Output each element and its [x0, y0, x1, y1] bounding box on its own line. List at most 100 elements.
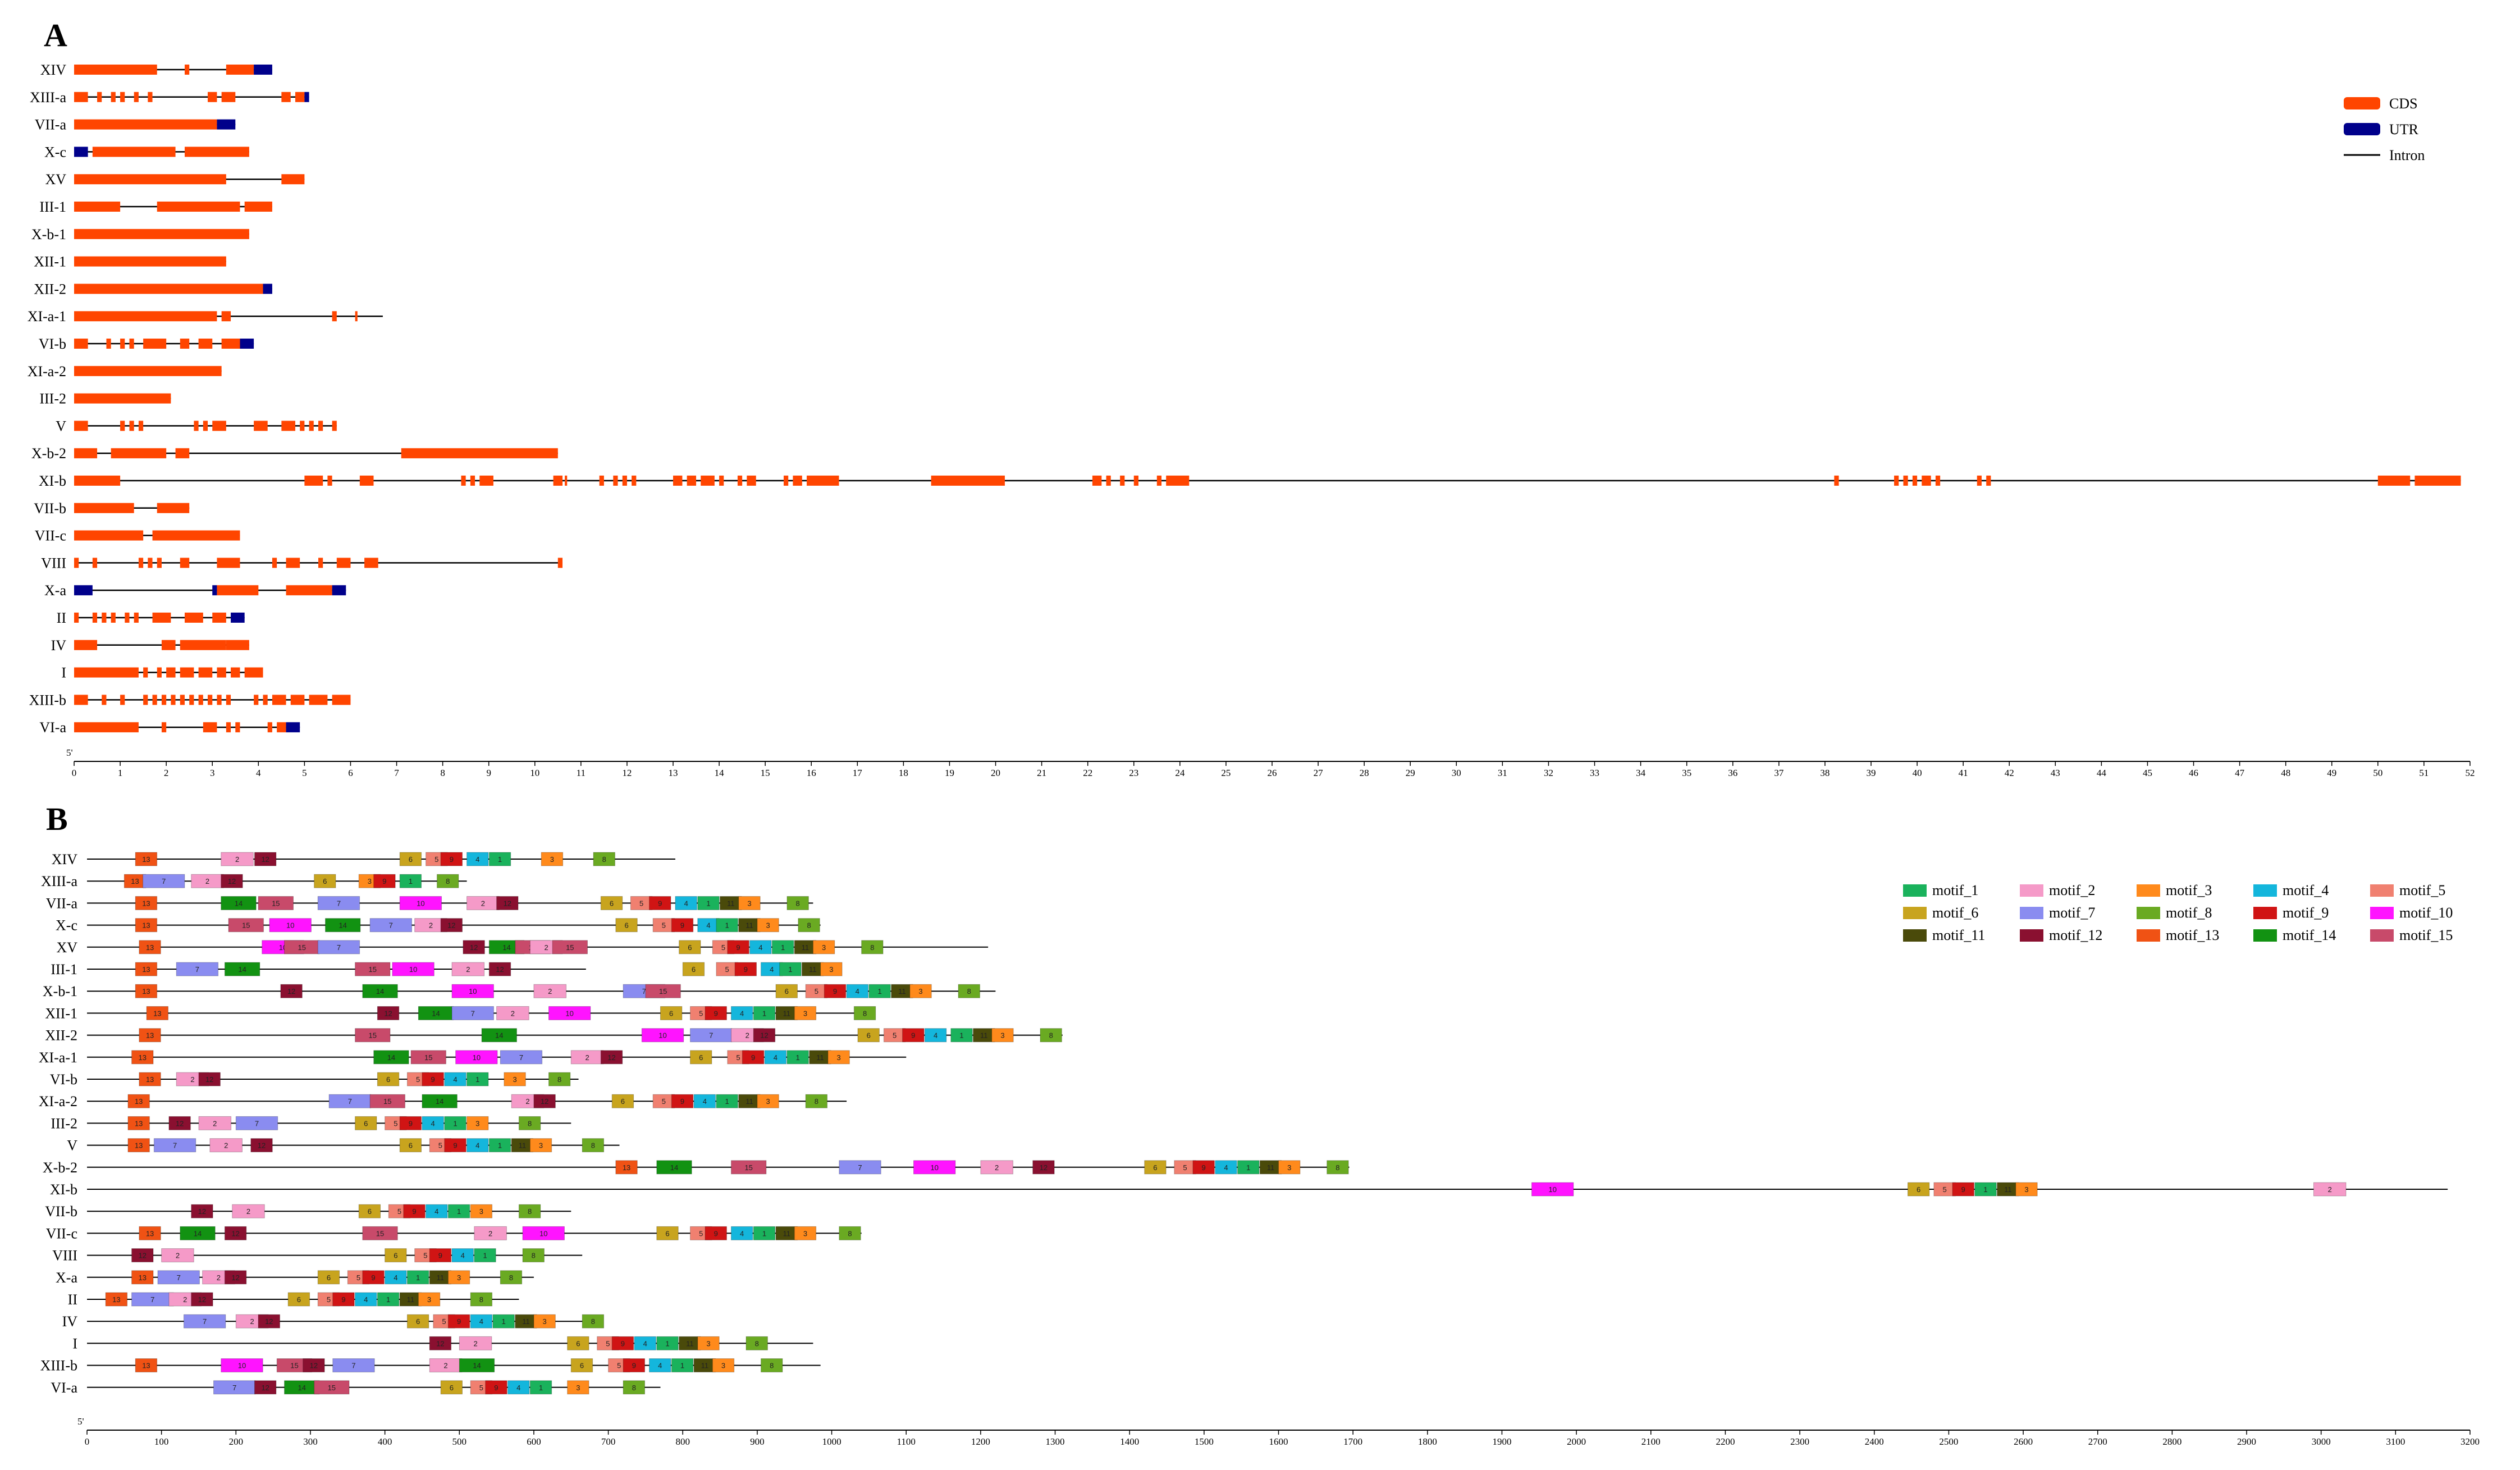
motif-6-box — [611, 1094, 634, 1108]
motif-box: 8 — [746, 1336, 768, 1350]
motif-2-box — [451, 962, 485, 976]
motif-5-box — [883, 1028, 906, 1043]
motif-number: 5 — [1183, 1163, 1187, 1172]
legend-swatch-motif-2 — [2020, 884, 2043, 897]
motif-box: 13 — [135, 984, 158, 998]
legend-swatch-motif-15 — [2370, 929, 2394, 942]
motif-number: 1 — [386, 1295, 390, 1304]
motif-15-box — [730, 1160, 767, 1175]
motif-9-box — [1192, 1160, 1215, 1175]
motif-number: 10 — [469, 987, 477, 996]
motif-1-box — [399, 874, 422, 888]
motif-box: 3 — [827, 1050, 850, 1065]
axis-tick-label: 41 — [1959, 768, 1968, 778]
cds-segment — [687, 476, 697, 486]
motif-number: 4 — [856, 987, 859, 996]
motif-box: 15 — [552, 940, 588, 955]
motif-box: 4 — [422, 1116, 444, 1130]
motif-box: 15 — [369, 1094, 405, 1108]
motif-9-box — [422, 1072, 444, 1086]
motif-box: 6 — [1907, 1182, 1930, 1197]
motif-13-box — [135, 918, 158, 933]
motif-number: 8 — [1049, 1031, 1053, 1040]
axis-tick-label: 20 — [991, 768, 1000, 778]
motif-box: 4 — [761, 962, 783, 976]
motif-8-box — [436, 874, 459, 888]
axis-tick-label: 34 — [1636, 768, 1646, 778]
cds-segment — [157, 667, 162, 678]
motif-number: 9 — [382, 877, 386, 885]
motif-number: 14 — [432, 1009, 440, 1017]
protein-row: VI-b 13 2 12 6 5 9 4 1 3 8 — [50, 1071, 579, 1088]
motif-box: 13 — [135, 1358, 158, 1373]
motif-box: 8 — [522, 1248, 545, 1263]
legend-label: motif_7 — [2049, 905, 2095, 921]
cds-segment — [231, 667, 240, 678]
motif-9-box — [399, 1116, 422, 1130]
motif-number: 1 — [416, 1273, 420, 1282]
motif-13-box — [139, 1072, 161, 1086]
motif-1-box — [488, 1138, 511, 1153]
cds-segment — [74, 503, 134, 513]
motif-number: 15 — [369, 965, 377, 974]
motif-box: 9 — [649, 896, 671, 910]
cds-segment — [336, 558, 351, 568]
motif-15-box — [355, 962, 391, 976]
motif-box: 12 — [533, 1094, 556, 1108]
protein-label: VII-a — [46, 895, 78, 911]
axis-tick-label: 1100 — [897, 1436, 916, 1447]
motif-box: 15 — [362, 1226, 398, 1240]
motif-number: 8 — [632, 1384, 636, 1392]
motif-box: 15 — [314, 1380, 350, 1395]
motif-number: 3 — [576, 1384, 580, 1392]
cds-segment — [74, 92, 88, 102]
motif-box: 9 — [705, 1226, 727, 1240]
motif-number: 10 — [1548, 1185, 1556, 1194]
gene-row: VIII — [41, 555, 563, 571]
motif-box: 1 — [716, 918, 738, 933]
axis-tick-label: 51 — [2419, 768, 2428, 778]
axis-tick-label: 23 — [1129, 768, 1138, 778]
motif-number: 11 — [1267, 1163, 1275, 1172]
cds-segment — [148, 558, 153, 568]
motif-3-box — [794, 1226, 817, 1240]
protein-label: III-2 — [51, 1115, 77, 1131]
motif-number: 10 — [930, 1163, 938, 1172]
gene-row: VI-b — [39, 336, 254, 352]
motif-1-box — [868, 984, 891, 998]
cds-segment — [359, 476, 374, 486]
motif-number: 7 — [232, 1384, 236, 1392]
motif-number: 8 — [870, 943, 874, 952]
motif-9-box — [485, 1380, 507, 1395]
motif-3-box — [712, 1358, 735, 1373]
motif-6-box — [682, 962, 705, 976]
motif-1-box — [447, 1204, 470, 1218]
motif-11-box — [1259, 1160, 1282, 1175]
motif-box: 8 — [958, 984, 980, 998]
axis-tick-label: 2700 — [2088, 1436, 2107, 1447]
motif-box: 10 — [455, 1050, 498, 1065]
gene-row: IV — [51, 637, 249, 654]
cds-segment — [783, 476, 789, 486]
motif-15-box — [228, 918, 264, 933]
motif-6-box — [615, 918, 638, 933]
motif-number: 6 — [576, 1339, 580, 1348]
motif-8-box — [522, 1248, 545, 1263]
cds-segment — [74, 613, 79, 623]
motif-number: 6 — [1917, 1185, 1920, 1194]
protein-label: VI-a — [51, 1380, 77, 1396]
motif-number: 9 — [412, 1207, 416, 1216]
motif-15-box — [258, 896, 294, 910]
motif-number: 14 — [387, 1053, 395, 1062]
axis-tick-label: 24 — [1175, 768, 1185, 778]
cds-segment — [318, 421, 323, 431]
axis-tick-label: 29 — [1406, 768, 1415, 778]
motif-number: 12 — [310, 1362, 318, 1370]
motif-11-box — [429, 1270, 452, 1285]
motif-4-box — [846, 984, 868, 998]
motif-number: 5 — [356, 1273, 360, 1282]
motif-number: 1 — [706, 899, 710, 907]
motif-number: 3 — [457, 1273, 461, 1282]
motif-number: 9 — [1202, 1163, 1206, 1172]
motif-number: 2 — [544, 943, 548, 952]
